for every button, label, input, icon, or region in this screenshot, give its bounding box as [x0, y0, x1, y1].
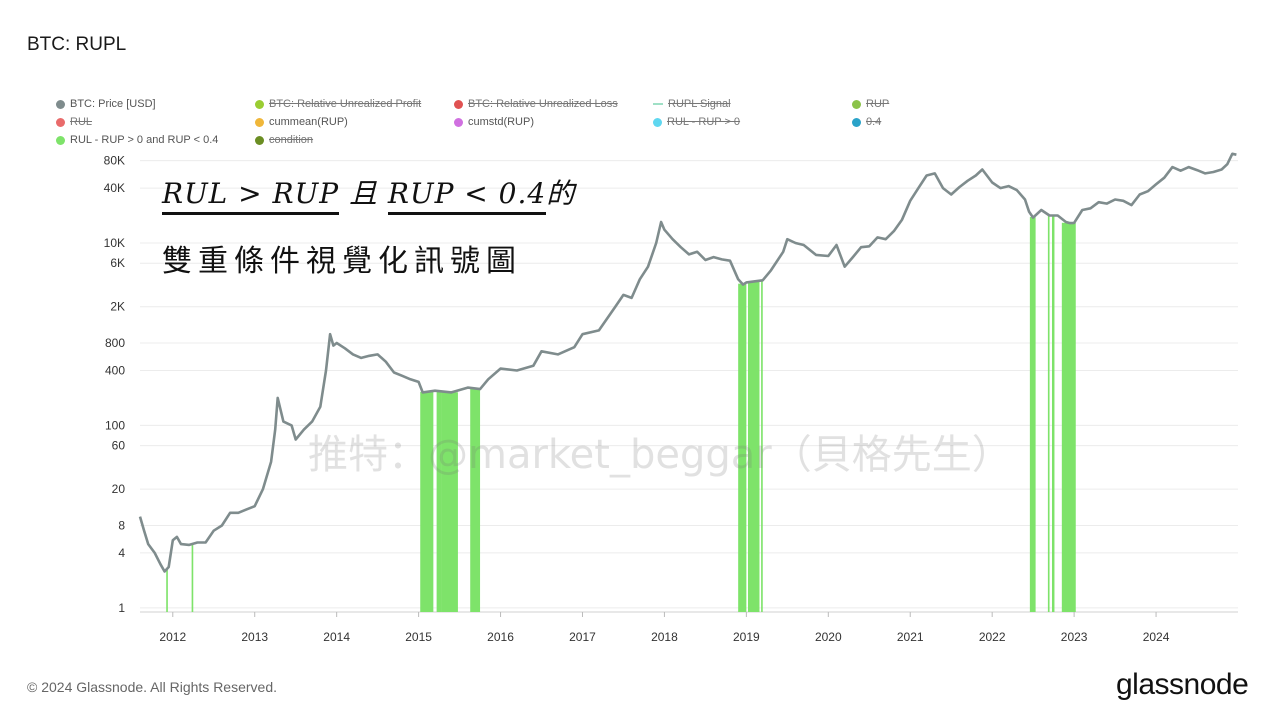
legend-marker-icon — [56, 117, 65, 127]
x-tick-label: 2022 — [979, 630, 1006, 644]
signal-zone-bar — [1029, 216, 1036, 612]
legend-marker-icon — [454, 99, 463, 109]
legend-label: cumstd(RUP) — [468, 116, 535, 128]
legend-label: BTC: Relative Unrealized Profit — [269, 98, 422, 110]
signal-zone-bar — [747, 281, 760, 612]
y-tick-label: 1 — [118, 601, 125, 615]
annotation-line-1: RUL > RUP 且 RUP < 0.4的 — [162, 172, 576, 215]
annotation-suffix: 的 — [546, 177, 576, 210]
legend-item-10[interactable]: RUL - RUP > 0 and RUP < 0.4 — [56, 134, 218, 146]
signal-zone-bar — [1047, 214, 1050, 612]
signal-zone-bar — [1051, 215, 1055, 612]
x-tick-label: 2015 — [405, 630, 432, 644]
signal-zone-bar — [441, 392, 458, 612]
signal-zone-bar — [738, 283, 747, 612]
legend-label: BTC: Relative Unrealized Loss — [468, 98, 618, 110]
y-tick-label: 60 — [112, 439, 126, 453]
legend-label: RUP — [866, 98, 890, 110]
legend-item-3[interactable]: RUPL Signal — [653, 98, 731, 110]
legend-label: RUPL Signal — [668, 98, 731, 110]
y-tick-label: 400 — [105, 363, 125, 377]
legend-label: RUL — [70, 116, 93, 128]
legend-item-5[interactable]: RUL — [56, 116, 92, 128]
signal-zone-bar — [191, 543, 194, 612]
page-title: BTC: RUPL — [27, 34, 127, 55]
legend-marker-icon — [653, 117, 662, 127]
legend-label: RUL - RUP > 0 — [667, 116, 741, 128]
x-tick-label: 2014 — [323, 630, 350, 644]
legend-label: RUL - RUP > 0 and RUP < 0.4 — [70, 134, 219, 146]
legend-marker-icon — [56, 99, 65, 109]
glassnode-logo[interactable]: glassnode — [1116, 668, 1249, 701]
y-tick-label: 8 — [118, 518, 125, 532]
legend-marker-icon — [255, 99, 264, 109]
annotation-connector: 且 — [348, 177, 378, 210]
legend-label: condition — [269, 134, 314, 146]
btc-price-line — [138, 152, 1237, 573]
y-tick-label: 800 — [105, 336, 125, 350]
annotation-condition-2: RUP < 0.4 — [387, 177, 547, 215]
legend-marker-icon — [56, 135, 65, 145]
x-tick-label: 2013 — [241, 630, 268, 644]
y-tick-label: 100 — [105, 418, 125, 432]
signal-zone-bar — [166, 568, 168, 612]
legend-label: BTC: Price [USD] — [70, 98, 156, 110]
y-tick-label: 2K — [110, 300, 125, 314]
legend-marker-icon — [454, 117, 463, 127]
legend-marker-icon — [653, 103, 663, 105]
signal-zone-bar — [420, 391, 434, 612]
legend-item-2[interactable]: BTC: Relative Unrealized Loss — [454, 98, 618, 110]
legend-item-8[interactable]: RUL - RUP > 0 — [653, 116, 740, 128]
legend-item-4[interactable]: RUP — [852, 98, 889, 110]
x-tick-label: 2017 — [569, 630, 596, 644]
watermark: 推特：@market_beggar（貝格先生） — [308, 432, 1012, 478]
signal-zone-bar — [470, 388, 481, 612]
x-tick-label: 2019 — [733, 630, 760, 644]
legend-label: cummean(RUP) — [269, 116, 348, 128]
y-tick-label: 4 — [118, 546, 125, 560]
legend-marker-icon — [852, 99, 861, 109]
x-tick-label: 2012 — [159, 630, 186, 644]
legend-item-11[interactable]: condition — [255, 134, 313, 146]
x-tick-label: 2018 — [651, 630, 678, 644]
copyright-text: © 2024 Glassnode. All Rights Reserved. — [27, 679, 278, 695]
y-tick-label: 40K — [104, 181, 125, 195]
x-tick-label: 2024 — [1143, 630, 1170, 644]
x-tick-label: 2016 — [487, 630, 514, 644]
y-tick-label: 20 — [112, 482, 126, 496]
legend-item-0[interactable]: BTC: Price [USD] — [56, 98, 156, 110]
signal-zone-bar — [436, 391, 442, 612]
x-tick-label: 2023 — [1061, 630, 1088, 644]
annotation-condition-1: RUL > RUP — [162, 177, 340, 215]
legend-marker-icon — [255, 117, 264, 127]
x-tick-label: 2020 — [815, 630, 842, 644]
y-tick-label: 6K — [110, 256, 125, 270]
legend-marker-icon — [852, 117, 861, 127]
legend-label: 0.4 — [866, 116, 882, 128]
legend-item-7[interactable]: cumstd(RUP) — [454, 116, 534, 128]
annotation-line-2: 雙重條件視覺化訊號圖 — [162, 244, 522, 279]
signal-zone-bar — [1061, 222, 1076, 612]
legend-item-6[interactable]: cummean(RUP) — [255, 116, 348, 128]
y-tick-label: 80K — [104, 154, 125, 168]
signal-zone-bar — [761, 280, 763, 612]
legend-item-9[interactable]: 0.4 — [852, 116, 881, 128]
x-tick-label: 2021 — [897, 630, 924, 644]
y-tick-label: 10K — [104, 236, 125, 250]
chart-legend: BTC: Price [USD] BTC: Relative Unrealized… — [56, 98, 956, 152]
legend-marker-icon — [255, 135, 264, 145]
legend-item-1[interactable]: BTC: Relative Unrealized Profit — [255, 98, 421, 110]
